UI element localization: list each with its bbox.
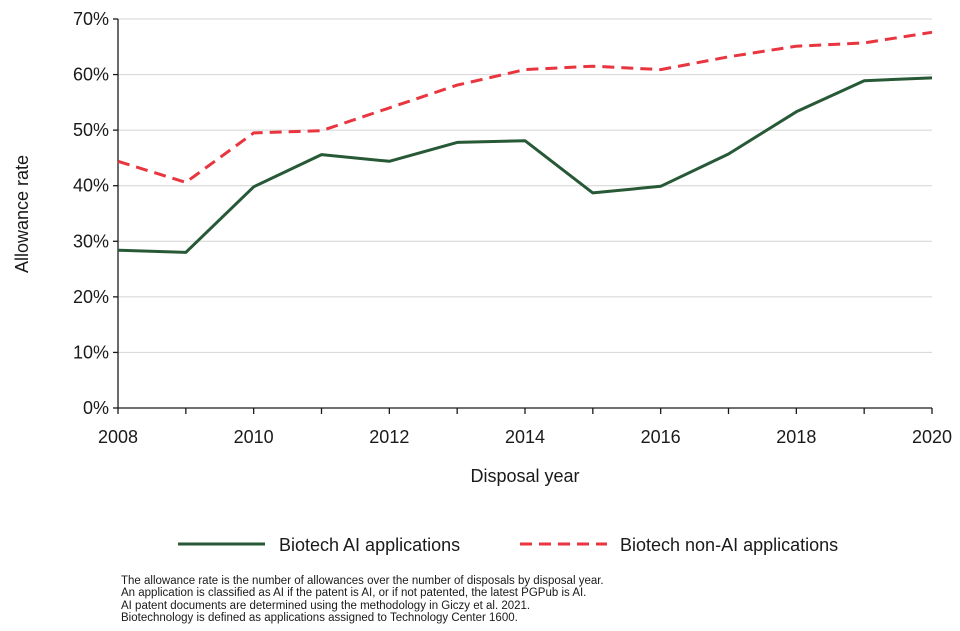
y-tick-label: 70% bbox=[73, 9, 109, 29]
y-axis-label: Allowance rate bbox=[12, 155, 32, 273]
legend-label-1: Biotech AI applications bbox=[279, 535, 460, 555]
x-axis-label: Disposal year bbox=[470, 466, 579, 486]
series-line-2 bbox=[117, 30, 933, 184]
y-tick-label: 40% bbox=[73, 176, 109, 196]
y-tick-label: 60% bbox=[73, 65, 109, 85]
legend: Biotech AI applications Biotech non-AI ap… bbox=[178, 535, 838, 555]
series-lines bbox=[117, 30, 933, 254]
footnote-line: The allowance rate is the number of allo… bbox=[121, 575, 604, 587]
x-tick-label: 2020 bbox=[912, 427, 952, 447]
x-tick-label: 2008 bbox=[98, 427, 138, 447]
y-tick-label: 50% bbox=[73, 120, 109, 140]
x-tick-label: 2012 bbox=[369, 427, 409, 447]
footnote-line: An application is classified as AI if th… bbox=[121, 587, 587, 600]
x-axis-ticks: 2008 2010 2012 2014 2016 2018 2020 bbox=[98, 408, 952, 447]
legend-label-2: Biotech non-AI applications bbox=[620, 535, 838, 555]
axes bbox=[117, 19, 932, 409]
footnote-line: AI patent documents are determined using… bbox=[121, 599, 531, 612]
y-tick-label: 0% bbox=[83, 398, 109, 418]
x-tick-label: 2018 bbox=[776, 427, 816, 447]
gridlines bbox=[118, 18, 932, 353]
x-tick-label: 2010 bbox=[234, 427, 274, 447]
y-tick-label: 20% bbox=[73, 287, 109, 307]
y-tick-label: 30% bbox=[73, 231, 109, 251]
footnotes: The allowance rate is the number of allo… bbox=[121, 575, 604, 625]
allowance-rate-chart: 0% 10% 20% 30% 40% 50% 60% 70% 2008 2010 2012 2014… bbox=[12, 9, 952, 555]
x-tick-label: 2014 bbox=[505, 427, 545, 447]
series-line-1 bbox=[117, 76, 933, 254]
y-axis-ticks: 0% 10% 20% 30% 40% 50% 60% 70% bbox=[73, 9, 118, 418]
x-tick-label: 2016 bbox=[641, 427, 681, 447]
footnote-line: Biotechnology is defined as applications… bbox=[121, 612, 518, 625]
y-tick-label: 10% bbox=[73, 342, 109, 362]
